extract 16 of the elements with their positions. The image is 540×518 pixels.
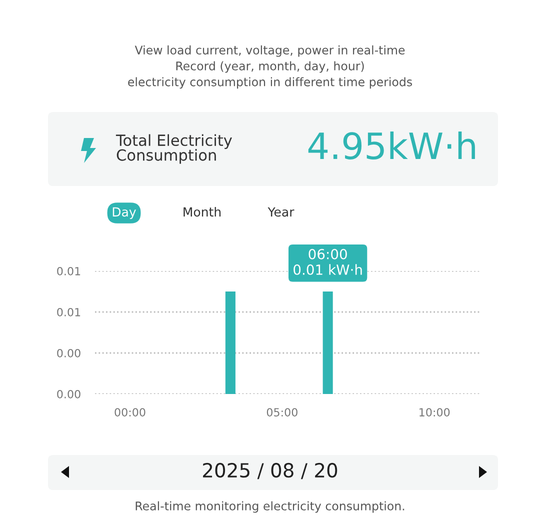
text: Real-time monitoring electricity consumption. bbox=[136, 501, 404, 513]
text: Day bbox=[112, 207, 136, 220]
text: Year bbox=[268, 207, 294, 217]
x-tick-label: 10:00 bbox=[420, 408, 450, 416]
text: Total Electricity Consumption bbox=[116, 134, 232, 164]
annotation: 06:00 0.01 kW·h bbox=[294, 248, 362, 275]
text: 4.95kW·h bbox=[308, 132, 475, 160]
text: Month bbox=[184, 206, 221, 217]
x-tick-label: 05:00 bbox=[266, 408, 298, 416]
y-tick-label: 0.00 bbox=[57, 348, 80, 358]
chart-title: View load current, voltage, power in real-time Record (year, month, day, hour) electricity consumption in different time periods bbox=[128, 45, 412, 89]
text: 2025 / 08 / 20 bbox=[203, 462, 338, 480]
y-tick-label: 0.01 bbox=[57, 308, 80, 316]
x-tick-label: 00:00 bbox=[114, 408, 146, 416]
y-tick-label: 0.00 bbox=[57, 390, 80, 398]
y-tick-label: 0.01 bbox=[57, 266, 80, 276]
